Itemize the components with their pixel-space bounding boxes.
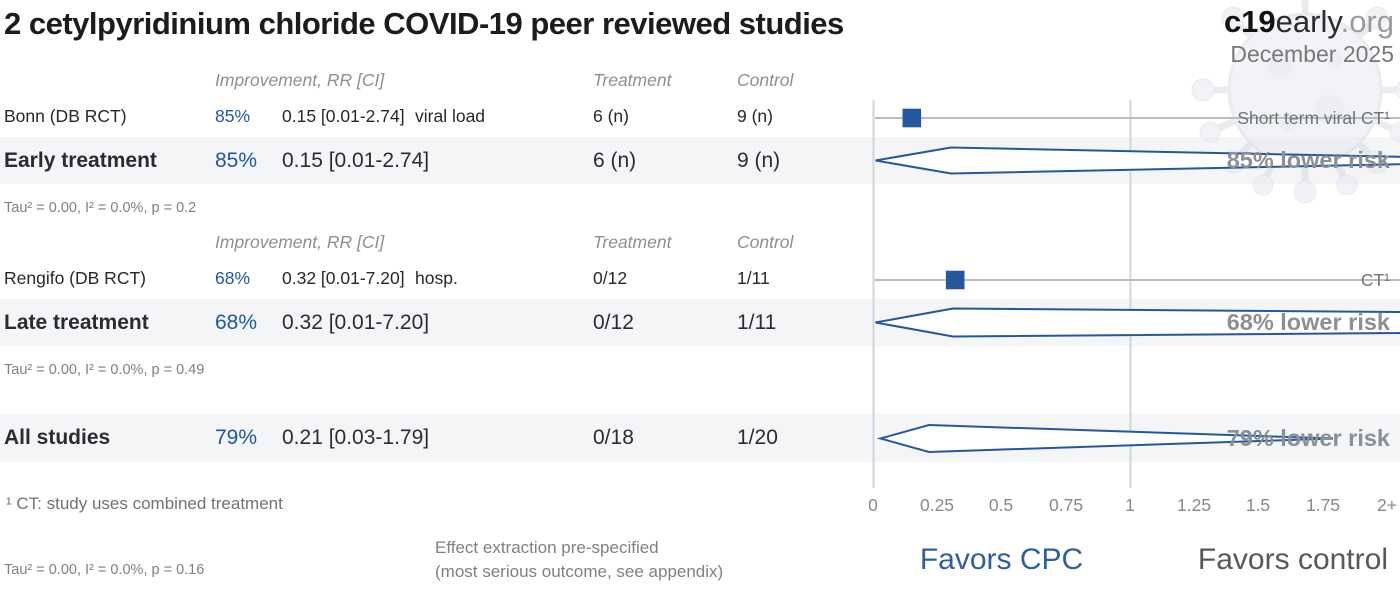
brand-early: early [1275,4,1341,39]
summary-control-n: 1/11 [737,311,777,334]
study-outcome: hosp. [415,268,458,288]
study-name: Rengifo (DB RCT) [4,268,146,288]
overall-heterogeneity-stats: Tau² = 0.00, I² = 0.0%, p = 0.16 [4,562,205,578]
study-improvement-pct: 85% [215,106,251,126]
study-name: Bonn (DB RCT) [4,106,127,126]
summary-risk-label: 79% lower risk [1226,425,1390,451]
summary-rr-ci: 0.21 [0.03-1.79] [282,426,430,449]
favors-treatment-label: Favors CPC [919,543,1084,576]
study-treatment-n: 6 (n) [593,106,629,126]
brand-link[interactable]: c19early.org [1224,4,1394,40]
study-improvement-pct: 68% [215,268,251,288]
summary-name: All studies [4,426,111,449]
summary-name: Early treatment [4,149,157,172]
summary-rr-ci: 0.32 [0.01-7.20] [282,311,430,334]
effect-extraction-note-line1: Effect extraction pre-specified [435,538,659,557]
study-rr-ci: 0.15 [0.01-2.74] [282,106,405,126]
column-header-control: Control [737,232,794,252]
axis-tick-175: 1.75 [1305,495,1341,515]
summary-improvement-pct: 79% [215,426,258,449]
summary-control-n: 1/20 [737,426,778,449]
axis-tick-2plus: 2+ [1377,495,1397,515]
study-treatment-n: 0/12 [593,268,628,288]
axis-tick-075: 0.75 [1048,495,1084,515]
axis-tick-05: 0.5 [988,495,1014,515]
axis-tick-025: 0.25 [919,495,955,515]
summary-risk-label: 68% lower risk [1226,309,1390,335]
column-header-treatment: Treatment [593,232,672,252]
study-row-rengifo: Rengifo (DB RCT) 68% 0.32 [0.01-7.20] ho… [0,268,1400,292]
study-outcome: viral load [415,106,486,126]
effect-extraction-note-line2: (most serious outcome, see appendix) [435,562,724,581]
column-header-improvement: Improvement, RR [CI] [215,232,385,252]
ct-footnote: ¹ CT: study uses combined treatment [6,494,283,513]
summary-row-late-treatment: Late treatment 68% 0.32 [0.01-7.20] 0/12… [0,299,1400,346]
axis-tick-15: 1.5 [1245,495,1271,515]
study-plot-label: CT¹ [1360,270,1390,290]
summary-treatment-n: 6 (n) [593,149,637,172]
x-axis-tick-labels: 0 0.25 0.5 0.75 1 1.25 1.5 1.75 2+ [0,495,1400,517]
study-control-n: 1/11 [737,268,770,288]
study-rr-ci: 0.32 [0.01-7.20] [282,268,405,288]
study-plot-label: Short term viral CT¹ [1237,108,1390,128]
summary-row-all-studies: All studies 79% 0.21 [0.03-1.79] 0/18 1/… [0,414,1400,462]
summary-row-early-treatment: Early treatment 85% 0.15 [0.01-2.74] 6 (… [0,137,1400,184]
axis-tick-125: 1.25 [1176,495,1212,515]
brand-org: .org [1340,4,1394,39]
summary-improvement-pct: 85% [215,149,258,172]
summary-name: Late treatment [4,311,149,334]
report-date: December 2025 [1230,41,1394,67]
summary-risk-label: 85% lower risk [1226,147,1390,173]
column-header-improvement: Improvement, RR [CI] [215,70,385,90]
summary-rr-ci: 0.15 [0.01-2.74] [282,149,430,172]
favors-control-label: Favors control [1197,543,1388,576]
summary-treatment-n: 0/12 [593,311,634,334]
axis-tick-1: 1 [1125,495,1135,515]
late-heterogeneity-stats: Tau² = 0.00, I² = 0.0%, p = 0.49 [4,362,205,378]
column-header-control: Control [737,70,794,90]
early-heterogeneity-stats: Tau² = 0.00, I² = 0.0%, p = 0.2 [4,200,197,216]
column-header-row-1: Improvement, RR [CI] Treatment Control [0,70,1400,94]
summary-control-n: 9 (n) [737,149,781,172]
summary-treatment-n: 0/18 [593,426,634,449]
brand-c19: c19 [1223,4,1276,39]
summary-improvement-pct: 68% [215,311,258,334]
study-control-n: 9 (n) [737,106,773,126]
column-header-row-2: Improvement, RR [CI] Treatment Control [0,232,1400,256]
page-title: 2 cetylpyridinium chloride COVID-19 peer… [4,6,844,41]
study-row-bonn: Bonn (DB RCT) 85% 0.15 [0.01-2.74] viral… [0,106,1400,130]
axis-tick-0: 0 [868,495,878,515]
column-header-treatment: Treatment [593,70,672,90]
